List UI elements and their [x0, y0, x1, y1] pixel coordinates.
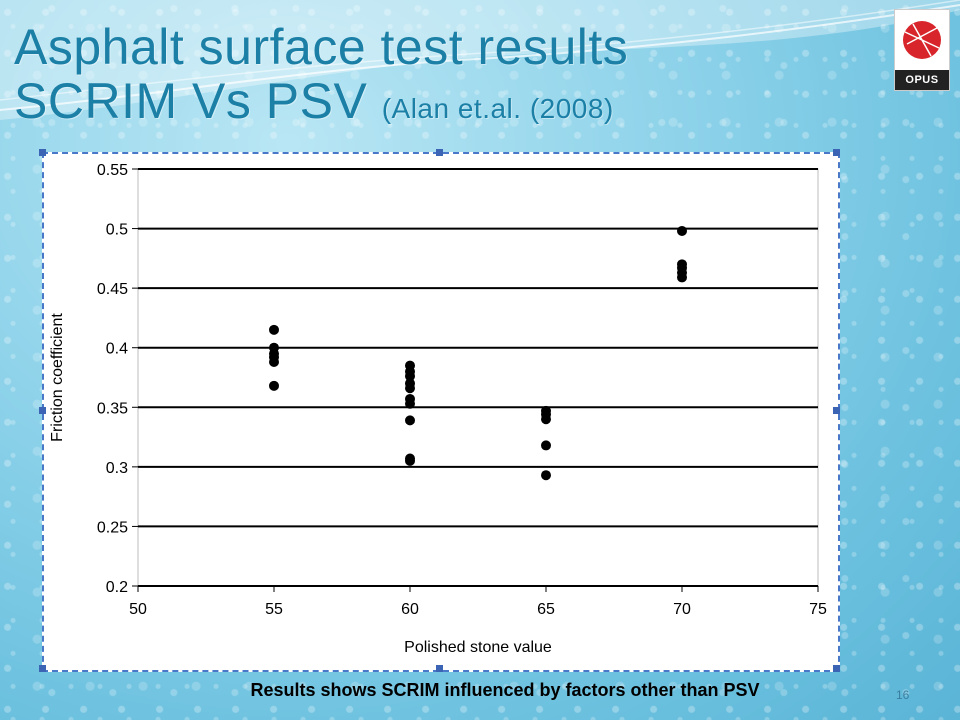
- x-tick-label: 60: [401, 601, 419, 618]
- data-point: [677, 225, 687, 236]
- resize-handle-middle-left[interactable]: [39, 407, 46, 414]
- y-tick-label: 0.5: [106, 222, 128, 239]
- y-tick-label: 0.35: [97, 400, 128, 417]
- y-axis-label: Friction coefficient: [49, 313, 66, 442]
- data-point: [541, 440, 551, 451]
- chart-frame[interactable]: 0.2 0.25 0.3 0.35 0.4 0.45 0.5 0.55 50 55 60 65 70 75…: [42, 152, 840, 672]
- data-point: [541, 414, 551, 425]
- x-axis-label: Polished stone value: [404, 639, 552, 656]
- data-point: [269, 324, 279, 335]
- title-line-1: Asphalt surface test results: [14, 19, 629, 75]
- data-point: [269, 380, 279, 391]
- data-point: [405, 383, 415, 394]
- title-line-2: SCRIM Vs PSV (Alan et.al. (2008): [14, 74, 628, 136]
- data-point: [541, 470, 551, 481]
- data-point: [269, 357, 279, 368]
- x-tick-label: 55: [265, 601, 283, 618]
- resize-handle-top-right[interactable]: [833, 149, 840, 156]
- resize-handle-bottom-left[interactable]: [39, 665, 46, 672]
- y-tick-label: 0.3: [106, 460, 128, 477]
- x-tick-label: 50: [129, 601, 147, 618]
- data-point: [677, 272, 687, 283]
- y-tick-label: 0.2: [106, 579, 128, 596]
- page-number: 16: [896, 688, 910, 702]
- resize-handle-bottom-center[interactable]: [436, 665, 443, 672]
- title-citation: (Alan et.al. (2008): [381, 93, 614, 124]
- opus-logo-text: OPUS: [895, 70, 949, 90]
- y-tick-label: 0.55: [97, 162, 128, 179]
- resize-handle-top-left[interactable]: [39, 149, 46, 156]
- data-point: [405, 398, 415, 409]
- scatter-chart: 0.2 0.25 0.3 0.35 0.4 0.45 0.5 0.55 50 55 60 65 70 75…: [49, 162, 827, 656]
- slide-caption: Results shows SCRIM influenced by factor…: [250, 680, 760, 700]
- x-tick-label: 70: [673, 601, 691, 618]
- x-tick-label: 75: [809, 601, 827, 618]
- plot-area-border: [137, 168, 819, 587]
- data-point: [405, 415, 415, 426]
- data-point: [405, 455, 415, 466]
- x-tick-label: 65: [537, 601, 555, 618]
- title-main-text: SCRIM Vs PSV: [14, 73, 368, 129]
- data-point: [405, 371, 415, 382]
- opus-logo: OPUS: [894, 9, 950, 91]
- resize-handle-bottom-right[interactable]: [833, 665, 840, 672]
- resize-handle-top-center[interactable]: [436, 149, 443, 156]
- y-tick-label: 0.25: [97, 519, 128, 536]
- decorative-wave-header: [0, 0, 960, 120]
- opus-logo-mark-icon: [903, 21, 941, 59]
- y-tick-label: 0.45: [97, 281, 128, 298]
- y-tick-label: 0.4: [106, 341, 128, 358]
- resize-handle-middle-right[interactable]: [833, 407, 840, 414]
- slide-title: Asphalt surface test results SCRIM Vs PS…: [14, 20, 628, 136]
